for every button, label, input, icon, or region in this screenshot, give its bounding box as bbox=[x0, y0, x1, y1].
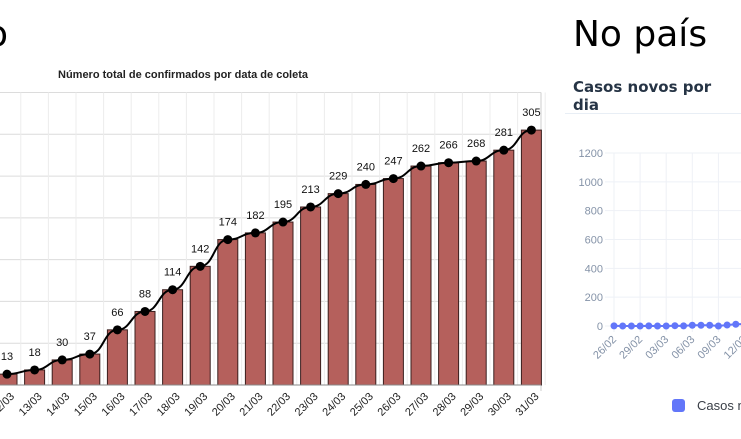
data-label: 182 bbox=[246, 210, 264, 222]
data-label: 305 bbox=[522, 107, 540, 119]
data-point bbox=[223, 235, 233, 245]
y-tick-label: 200 bbox=[585, 292, 603, 304]
data-point bbox=[388, 174, 398, 184]
confirmed-total-chart: Número total de confirmados por data de … bbox=[0, 69, 546, 419]
y-tick-label: 400 bbox=[585, 263, 603, 275]
data-label: 247 bbox=[384, 156, 402, 168]
data-point bbox=[627, 322, 635, 330]
data-point bbox=[278, 217, 288, 227]
chart-title: Número total de confirmados por data de … bbox=[58, 69, 309, 81]
new-cases-chart-title: Casos novos por dia bbox=[573, 78, 712, 114]
data-point bbox=[662, 322, 670, 330]
data-point bbox=[140, 306, 150, 316]
data-label: 142 bbox=[191, 243, 209, 255]
legend-item-new-cases[interactable]: Casos novos bbox=[672, 398, 741, 413]
x-tick-label: 03/03 bbox=[643, 334, 671, 362]
y-tick-label: 1200 bbox=[579, 148, 603, 160]
data-label: 18 bbox=[28, 347, 40, 359]
data-point bbox=[2, 369, 12, 379]
data-label: 213 bbox=[301, 184, 319, 196]
data-point bbox=[499, 145, 509, 155]
data-point bbox=[416, 161, 426, 171]
data-point bbox=[619, 322, 627, 330]
legend-label: Casos novos bbox=[697, 398, 741, 413]
data-point bbox=[306, 202, 316, 212]
divider bbox=[565, 113, 741, 114]
data-label: 88 bbox=[139, 288, 151, 300]
data-point bbox=[85, 349, 95, 359]
data-point bbox=[732, 320, 740, 328]
data-point bbox=[688, 321, 696, 329]
data-label: 13 bbox=[1, 351, 13, 363]
data-label: 114 bbox=[164, 267, 182, 279]
section-title-left: o bbox=[0, 14, 8, 55]
data-point bbox=[526, 125, 536, 135]
data-point bbox=[723, 321, 731, 329]
data-point bbox=[250, 228, 260, 238]
data-point bbox=[57, 355, 67, 365]
data-point bbox=[697, 321, 705, 329]
data-label: 229 bbox=[329, 171, 347, 183]
data-point bbox=[636, 322, 644, 330]
data-label: 281 bbox=[495, 127, 513, 139]
data-point bbox=[195, 261, 205, 271]
x-tick-label: 26/02 bbox=[591, 334, 619, 362]
data-point bbox=[654, 322, 661, 330]
x-tick-label: 12/03 bbox=[722, 334, 741, 362]
data-point bbox=[671, 322, 679, 330]
y-tick-label: 800 bbox=[585, 206, 603, 218]
section-title-country: No país bbox=[573, 14, 708, 55]
data-label: 266 bbox=[439, 140, 457, 152]
data-label: 66 bbox=[111, 307, 123, 319]
data-label: 174 bbox=[219, 217, 237, 229]
data-point bbox=[361, 179, 371, 189]
y-tick-label: 1000 bbox=[579, 177, 603, 189]
data-label: 240 bbox=[357, 161, 375, 173]
data-point bbox=[333, 189, 343, 199]
data-point bbox=[444, 158, 454, 168]
data-label: 37 bbox=[84, 331, 96, 343]
data-point bbox=[471, 156, 481, 166]
data-label: 262 bbox=[412, 143, 430, 155]
data-label: 195 bbox=[274, 199, 292, 211]
data-point bbox=[680, 322, 688, 330]
data-point bbox=[645, 322, 653, 330]
data-point bbox=[112, 325, 122, 335]
y-tick-label: 0 bbox=[597, 321, 603, 333]
y-tick-label: 600 bbox=[585, 235, 603, 247]
x-tick-label: 09/03 bbox=[696, 334, 724, 362]
data-label: 268 bbox=[467, 138, 485, 150]
x-tick-label: 06/03 bbox=[669, 334, 697, 362]
legend-swatch bbox=[672, 399, 685, 412]
data-point bbox=[714, 322, 722, 330]
data-label: 30 bbox=[56, 337, 68, 349]
x-tick-label: 29/02 bbox=[617, 334, 645, 362]
data-point bbox=[168, 285, 178, 295]
data-point bbox=[30, 365, 40, 375]
data-point bbox=[706, 321, 714, 329]
data-point bbox=[610, 322, 618, 330]
